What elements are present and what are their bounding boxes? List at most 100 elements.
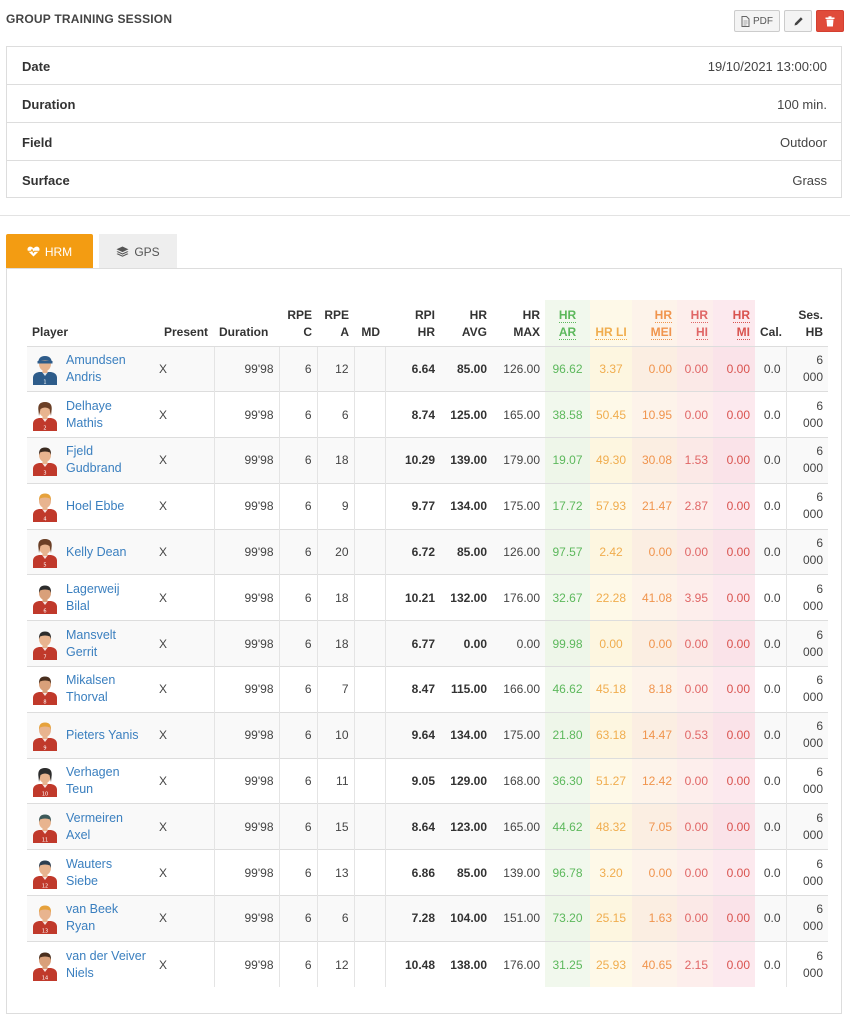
- cell-ses-hb: 6 000: [785, 345, 828, 392]
- cell-hr-hi: 2.87: [677, 482, 713, 530]
- cell-duration: 99'98: [213, 437, 279, 484]
- cell-hr-hi: 1.53: [677, 437, 713, 484]
- player-name-link[interactable]: Pieters Yanis: [66, 727, 139, 744]
- cell-hr-avg: 139.00: [440, 437, 492, 484]
- table-row: 11 Vermeiren Axel X 99'98 6 15 8.64 123.00 165.00…: [27, 803, 828, 850]
- col-hr-mi[interactable]: HR MI: [713, 300, 755, 346]
- col-hr-ar[interactable]: HR AR: [545, 300, 590, 346]
- cell-md: [353, 757, 385, 804]
- cell-rpi-hr: 6.64: [384, 345, 440, 392]
- col-hr-max[interactable]: HR MAX: [513, 307, 540, 339]
- player-name-line: Niels: [66, 965, 94, 980]
- cell-hr-mi: 0.00: [713, 437, 755, 484]
- layers-icon: [116, 246, 129, 257]
- player-name-link[interactable]: Fjeld Gudbrand: [66, 443, 122, 477]
- col-md[interactable]: MD: [361, 324, 380, 339]
- cell-present: X: [159, 391, 214, 438]
- delete-button[interactable]: [816, 10, 844, 32]
- cell-hr-li: 45.18: [590, 666, 632, 713]
- cell-hr-avg: 104.00: [440, 895, 492, 942]
- cell-ses-hb: 6 000: [785, 711, 828, 759]
- tab-gps[interactable]: GPS: [99, 234, 177, 269]
- cell-hr-mi: 0.00: [713, 574, 755, 621]
- cell-hr-mi: 0.00: [713, 620, 755, 667]
- cell-hr-mei: 21.47: [632, 482, 677, 530]
- cell-rpi-hr: 9.64: [384, 711, 440, 759]
- cell-hr-avg: 125.00: [440, 391, 492, 438]
- cell-hr-mi: 0.00: [713, 803, 755, 850]
- cell-hr-li: 48.32: [590, 803, 632, 850]
- col-hr-hi[interactable]: HR HI: [677, 300, 713, 346]
- cell-rpe-a: 18: [316, 620, 354, 667]
- cell-hr-li: 49.30: [590, 437, 632, 484]
- cell-present: X: [159, 482, 214, 530]
- player-name-link[interactable]: van Beek Ryan: [66, 901, 118, 935]
- cell-hr-mi: 0.00: [713, 849, 755, 896]
- pdf-button[interactable]: PDF: [734, 10, 780, 32]
- cell-hr-ar: 21.80: [545, 711, 590, 759]
- cell-md: [353, 666, 385, 713]
- cell-rpe-c: 6: [278, 757, 317, 804]
- info-value: 19/10/2021 13:00:00: [707, 59, 827, 74]
- col-duration[interactable]: Duration: [219, 324, 269, 339]
- player-name-link[interactable]: Hoel Ebbe: [66, 498, 124, 515]
- cell-rpi-hr: 6.72: [384, 528, 440, 575]
- cell-hr-hi: 0.00: [677, 895, 713, 942]
- cell-duration: 99'98: [213, 528, 279, 575]
- svg-text:14: 14: [42, 975, 48, 981]
- player-cell: 9 Pieters Yanis: [27, 711, 159, 759]
- player-name-link[interactable]: Mikalsen Thorval: [66, 672, 115, 706]
- col-rpi-hr[interactable]: RPI HR: [414, 307, 435, 339]
- cell-hr-ar: 32.67: [545, 574, 590, 621]
- player-name-link[interactable]: van der Veiver Niels: [66, 948, 146, 982]
- cell-hr-mei: 0.00: [632, 528, 677, 575]
- col-hr-avg[interactable]: HR AVG: [461, 307, 487, 339]
- cell-rpe-a: 7: [316, 666, 354, 713]
- cell-md: [353, 437, 385, 484]
- col-rpe-a[interactable]: RPE A: [324, 307, 349, 339]
- cell-hr-avg: 115.00: [440, 666, 492, 713]
- cell-hr-ar: 17.72: [545, 482, 590, 530]
- tab-hrm[interactable]: HRM: [6, 234, 93, 269]
- cell-ses-hb: 6 000: [785, 849, 828, 896]
- cell-hr-li: 50.45: [590, 391, 632, 438]
- player-name-link[interactable]: Verhagen Teun: [66, 764, 120, 798]
- hrm-panel: Player Present Duration RPE C RPE A MD RPI…: [6, 268, 842, 1014]
- cell-cal: 0.0: [755, 940, 786, 988]
- player-name-link[interactable]: Wauters Siebe: [66, 856, 112, 890]
- player-name-link[interactable]: Vermeiren Axel: [66, 810, 123, 844]
- edit-button[interactable]: [784, 10, 812, 32]
- player-name-link[interactable]: Mansvelt Gerrit: [66, 627, 116, 661]
- cell-hr-mi: 0.00: [713, 391, 755, 438]
- cell-present: X: [159, 574, 214, 621]
- cell-hr-mi: 0.00: [713, 711, 755, 759]
- col-player[interactable]: Player: [32, 324, 69, 339]
- cell-hr-mi: 0.00: [713, 528, 755, 575]
- col-present[interactable]: Present: [164, 324, 209, 339]
- cell-ses-hb: 6 000: [785, 391, 828, 438]
- table-row: 13 van Beek Ryan X 99'98 6 6 7.28 104.00 151.00 73…: [27, 895, 828, 942]
- player-name-link[interactable]: Lagerweij Bilal: [66, 581, 120, 615]
- info-label: Duration: [22, 97, 76, 112]
- table-row: 3 Fjeld Gudbrand X 99'98 6 18 10.29 139.00 179.00…: [27, 437, 828, 484]
- player-name-link[interactable]: Kelly Dean: [66, 544, 126, 561]
- cell-hr-mei: 40.65: [632, 940, 677, 988]
- col-hr-mei[interactable]: HR MEI: [632, 300, 677, 346]
- col-hr-li[interactable]: HR LI: [590, 300, 632, 346]
- cell-hr-avg: 85.00: [440, 849, 492, 896]
- cell-hr-avg: 123.00: [440, 803, 492, 850]
- cell-rpe-c: 6: [278, 803, 317, 850]
- cell-hr-mi: 0.00: [713, 757, 755, 804]
- cell-rpi-hr: 6.86: [384, 849, 440, 896]
- cell-hr-max: 126.00: [492, 528, 545, 575]
- cell-hr-mi: 0.00: [713, 482, 755, 530]
- col-rpe-c[interactable]: RPE C: [287, 307, 312, 339]
- player-name-link[interactable]: Delhaye Mathis: [66, 398, 112, 432]
- col-ses-hb[interactable]: Ses. HB: [798, 307, 823, 339]
- col-cal[interactable]: Cal.: [760, 324, 783, 339]
- player-cell: 5 Kelly Dean: [27, 528, 159, 575]
- cell-hr-mi: 0.00: [713, 940, 755, 988]
- cell-duration: 99'98: [213, 803, 279, 850]
- player-name-link[interactable]: Amundsen Andris: [66, 352, 126, 386]
- cell-hr-mei: 7.05: [632, 803, 677, 850]
